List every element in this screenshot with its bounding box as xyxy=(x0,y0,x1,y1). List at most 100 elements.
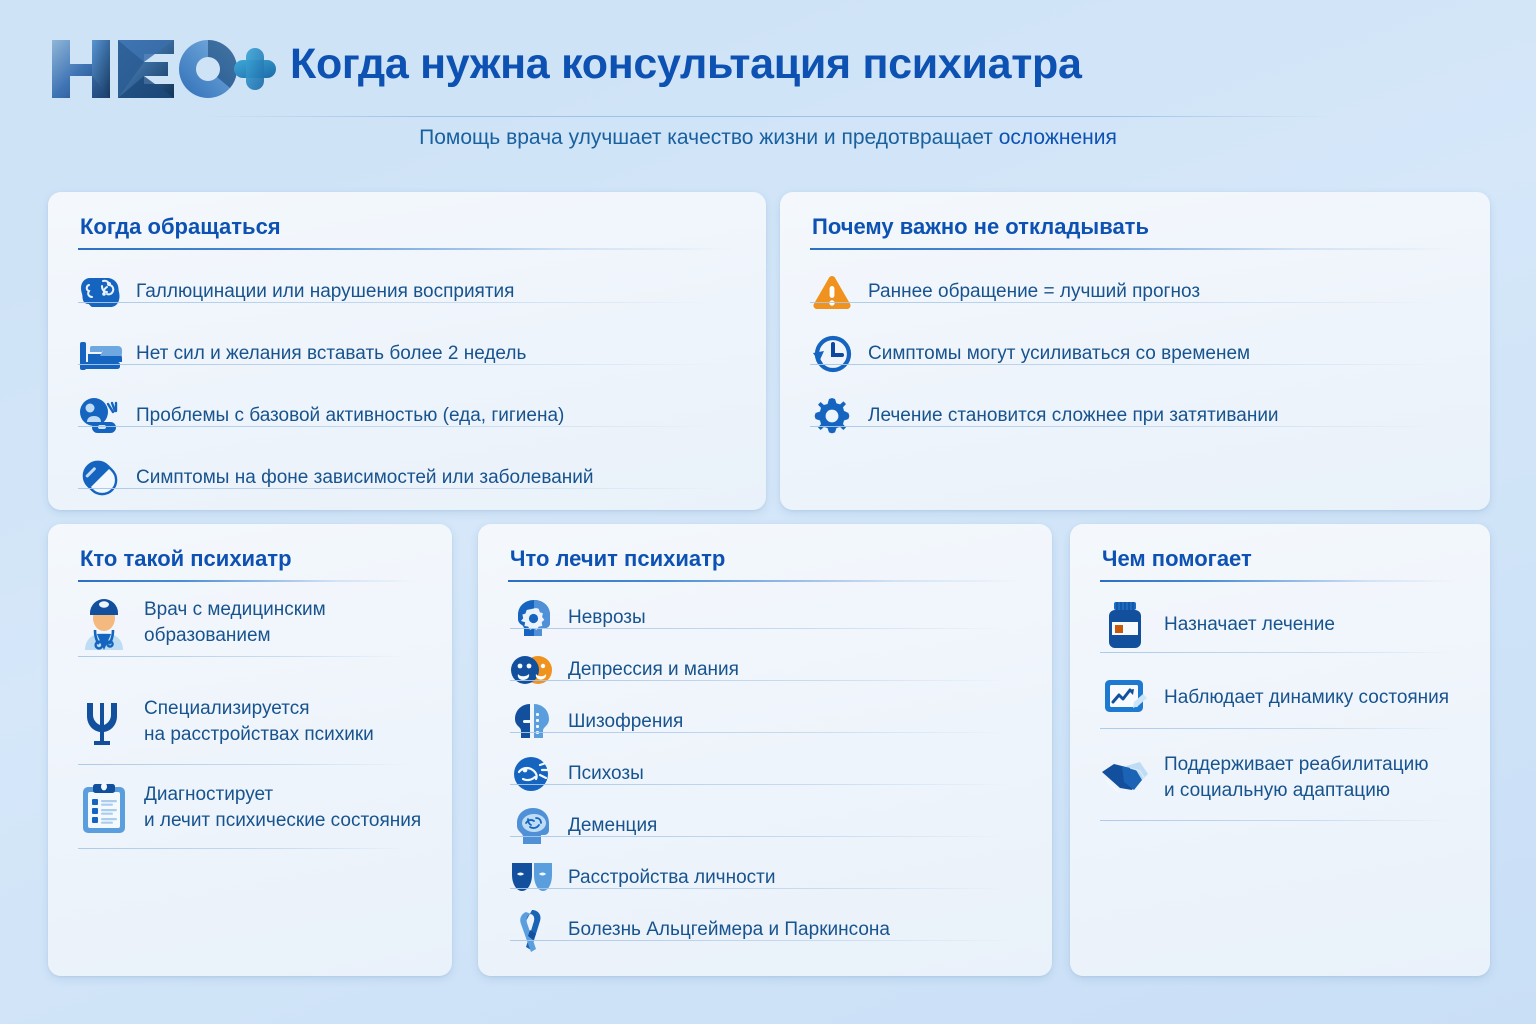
list-item[interactable]: Депрессия и мания xyxy=(510,648,1030,692)
card-when-to-seek-help: Когда обращаться Галлюцинации или наруше… xyxy=(48,192,766,510)
item-divider xyxy=(78,302,718,303)
self-care-icon xyxy=(78,394,122,438)
item-divider xyxy=(510,732,1010,733)
list-item-label: Диагностирует и лечит психические состоя… xyxy=(144,784,422,831)
list-item-label: Расстройства личности xyxy=(568,867,776,889)
item-divider xyxy=(510,680,1010,681)
list-item-label: Психозы xyxy=(568,763,644,785)
card-what-psychiatrist-treats: Что лечит психиатр Неврозы xyxy=(478,524,1052,976)
item-divider xyxy=(78,764,410,765)
list-item[interactable]: Назначает лечение xyxy=(1100,600,1480,650)
brand-logo xyxy=(48,34,276,104)
clock-icon xyxy=(810,332,854,376)
list-item[interactable]: Симптомы на фоне зависимостей или заболе… xyxy=(78,456,738,500)
card-who-is-psychiatrist: Кто такой психиатр Врач с медицинским об… xyxy=(48,524,452,976)
list-item-label: Поддерживает реабилитацию и социальную а… xyxy=(1164,754,1429,801)
gear-icon xyxy=(810,394,854,438)
bed-icon xyxy=(78,332,122,376)
list-item-label: Депрессия и мания xyxy=(568,659,739,681)
list-item-label: Специализируется на расстройствах психик… xyxy=(144,698,374,745)
medicine-bottle-icon xyxy=(1100,600,1150,650)
item-divider xyxy=(78,426,718,427)
list-item[interactable]: Диагностирует и лечит психические состоя… xyxy=(78,780,438,836)
list-item-label: Проблемы с базовой активностью (еда, гиг… xyxy=(136,405,565,427)
list-item[interactable]: Психозы xyxy=(510,752,1030,796)
page-header: Когда нужна консультация психиатра Помощ… xyxy=(0,0,1536,172)
list-item[interactable]: Деменция xyxy=(510,804,1030,848)
card-title-divider xyxy=(1100,580,1458,582)
list-item[interactable]: Болезнь Альцгеймера и Паркинсона xyxy=(510,908,1030,952)
list-item[interactable]: Раннее обращение = лучший прогноз xyxy=(810,270,1460,314)
clipboard-icon xyxy=(78,780,130,836)
list-item[interactable]: Наблюдает динамику состояния xyxy=(1100,676,1480,720)
card-title-divider xyxy=(810,248,1460,250)
split-head-icon xyxy=(510,700,554,744)
list-item[interactable]: Специализируется на расстройствах психик… xyxy=(78,696,438,748)
psi-icon xyxy=(78,697,130,747)
pill-icon xyxy=(78,456,122,500)
head-gear-icon xyxy=(510,596,554,640)
header-divider xyxy=(200,116,1336,117)
list-item[interactable]: Поддерживает реабилитацию и социальную а… xyxy=(1100,752,1480,804)
card-title: Кто такой психиатр xyxy=(80,546,292,571)
list-item-label: Назначает лечение xyxy=(1164,614,1335,636)
item-divider xyxy=(78,488,718,489)
item-divider xyxy=(1100,820,1456,821)
list-item[interactable]: Шизофрения xyxy=(510,700,1030,744)
head-brain-icon xyxy=(510,804,554,848)
handshake-icon xyxy=(1100,756,1150,800)
item-divider xyxy=(510,784,1010,785)
item-divider xyxy=(810,426,1442,427)
list-item[interactable]: Симптомы могут усиливаться со временем xyxy=(810,332,1460,376)
card-title-divider xyxy=(78,580,420,582)
list-item[interactable]: Врач с медицинским образованием xyxy=(78,596,438,650)
brain-icon xyxy=(78,270,122,314)
item-divider xyxy=(78,364,718,365)
card-title: Что лечит психиатр xyxy=(510,546,726,571)
theater-masks-icon xyxy=(510,856,554,900)
awareness-ribbon-icon xyxy=(510,908,554,952)
item-divider xyxy=(78,848,410,849)
list-item-label: Деменция xyxy=(568,815,658,837)
warning-triangle-icon xyxy=(810,270,854,314)
list-item-label: Раннее обращение = лучший прогноз xyxy=(868,281,1201,303)
two-faces-icon xyxy=(510,648,554,692)
list-item[interactable]: Нет сил и желания вставать более 2 недел… xyxy=(78,332,738,376)
card-how-it-helps: Чем помогает Назначает лечение xyxy=(1070,524,1490,976)
psychosis-icon xyxy=(510,752,554,796)
list-item-label: Шизофрения xyxy=(568,711,684,733)
card-title: Чем помогает xyxy=(1102,546,1252,571)
card-title-divider xyxy=(508,580,1024,582)
list-item[interactable]: Лечение становится сложнее при затятиван… xyxy=(810,394,1460,438)
item-divider xyxy=(510,628,1010,629)
list-item-label: Лечение становится сложнее при затятиван… xyxy=(868,405,1279,427)
item-divider xyxy=(510,836,1010,837)
list-item-label: Нет сил и желания вставать более 2 недел… xyxy=(136,343,527,365)
doctor-icon xyxy=(78,596,130,650)
item-divider xyxy=(810,302,1442,303)
item-divider xyxy=(810,364,1442,365)
card-why-not-delay: Почему важно не откладывать Раннее обращ… xyxy=(780,192,1490,510)
item-divider xyxy=(1100,652,1456,653)
card-title-divider xyxy=(78,248,736,250)
list-item[interactable]: Неврозы xyxy=(510,596,1030,640)
item-divider xyxy=(1100,728,1456,729)
page-subtitle-accent: осложнения xyxy=(998,126,1117,149)
page-subtitle: Помощь врача улучшает качество жизни и п… xyxy=(0,126,1536,150)
page-subtitle-main: Помощь врача улучшает качество жизни и п… xyxy=(419,126,999,149)
card-title: Почему важно не откладывать xyxy=(812,214,1149,239)
item-divider xyxy=(78,656,410,657)
list-item-label: Наблюдает динамику состояния xyxy=(1164,687,1450,709)
item-divider xyxy=(510,940,1010,941)
page-title: Когда нужна консультация психиатра xyxy=(290,40,1082,88)
list-item-label: Неврозы xyxy=(568,607,646,629)
list-item-label: Болезнь Альцгеймера и Паркинсона xyxy=(568,919,890,941)
card-title: Когда обращаться xyxy=(80,214,281,239)
list-item[interactable]: Расстройства личности xyxy=(510,856,1030,900)
list-item-label: Галлюцинации или нарушения восприятия xyxy=(136,281,515,303)
list-item-label: Врач с медицинским образованием xyxy=(144,599,326,646)
monitor-chart-icon xyxy=(1100,676,1150,720)
list-item[interactable]: Галлюцинации или нарушения восприятия xyxy=(78,270,738,314)
item-divider xyxy=(510,888,1010,889)
list-item[interactable]: Проблемы с базовой активностью (еда, гиг… xyxy=(78,394,738,438)
